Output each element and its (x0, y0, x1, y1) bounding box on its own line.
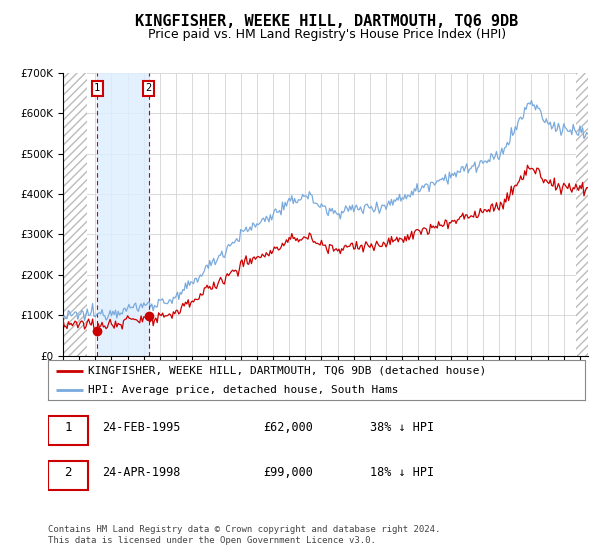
Text: 1: 1 (94, 83, 100, 94)
Text: £99,000: £99,000 (263, 466, 313, 479)
Bar (97, 73, 149, 356)
Text: £62,000: £62,000 (263, 421, 313, 434)
Text: 38% ↓ HPI: 38% ↓ HPI (370, 421, 434, 434)
Text: 2: 2 (145, 83, 152, 94)
Bar (63, 73, 87, 356)
Text: 1: 1 (64, 421, 71, 434)
FancyBboxPatch shape (48, 416, 88, 445)
Text: Price paid vs. HM Land Registry's House Price Index (HPI): Price paid vs. HM Land Registry's House … (148, 28, 506, 41)
Bar (576, 73, 588, 356)
Text: HPI: Average price, detached house, South Hams: HPI: Average price, detached house, Sout… (88, 385, 399, 394)
Text: Contains HM Land Registry data © Crown copyright and database right 2024.
This d: Contains HM Land Registry data © Crown c… (48, 525, 440, 545)
Text: 18% ↓ HPI: 18% ↓ HPI (370, 466, 434, 479)
Text: 24-APR-1998: 24-APR-1998 (102, 466, 180, 479)
Text: KINGFISHER, WEEKE HILL, DARTMOUTH, TQ6 9DB (detached house): KINGFISHER, WEEKE HILL, DARTMOUTH, TQ6 9… (88, 366, 487, 376)
Text: 2: 2 (64, 466, 71, 479)
FancyBboxPatch shape (48, 461, 88, 491)
Text: 24-FEB-1995: 24-FEB-1995 (102, 421, 180, 434)
Text: KINGFISHER, WEEKE HILL, DARTMOUTH, TQ6 9DB: KINGFISHER, WEEKE HILL, DARTMOUTH, TQ6 9… (136, 14, 518, 29)
